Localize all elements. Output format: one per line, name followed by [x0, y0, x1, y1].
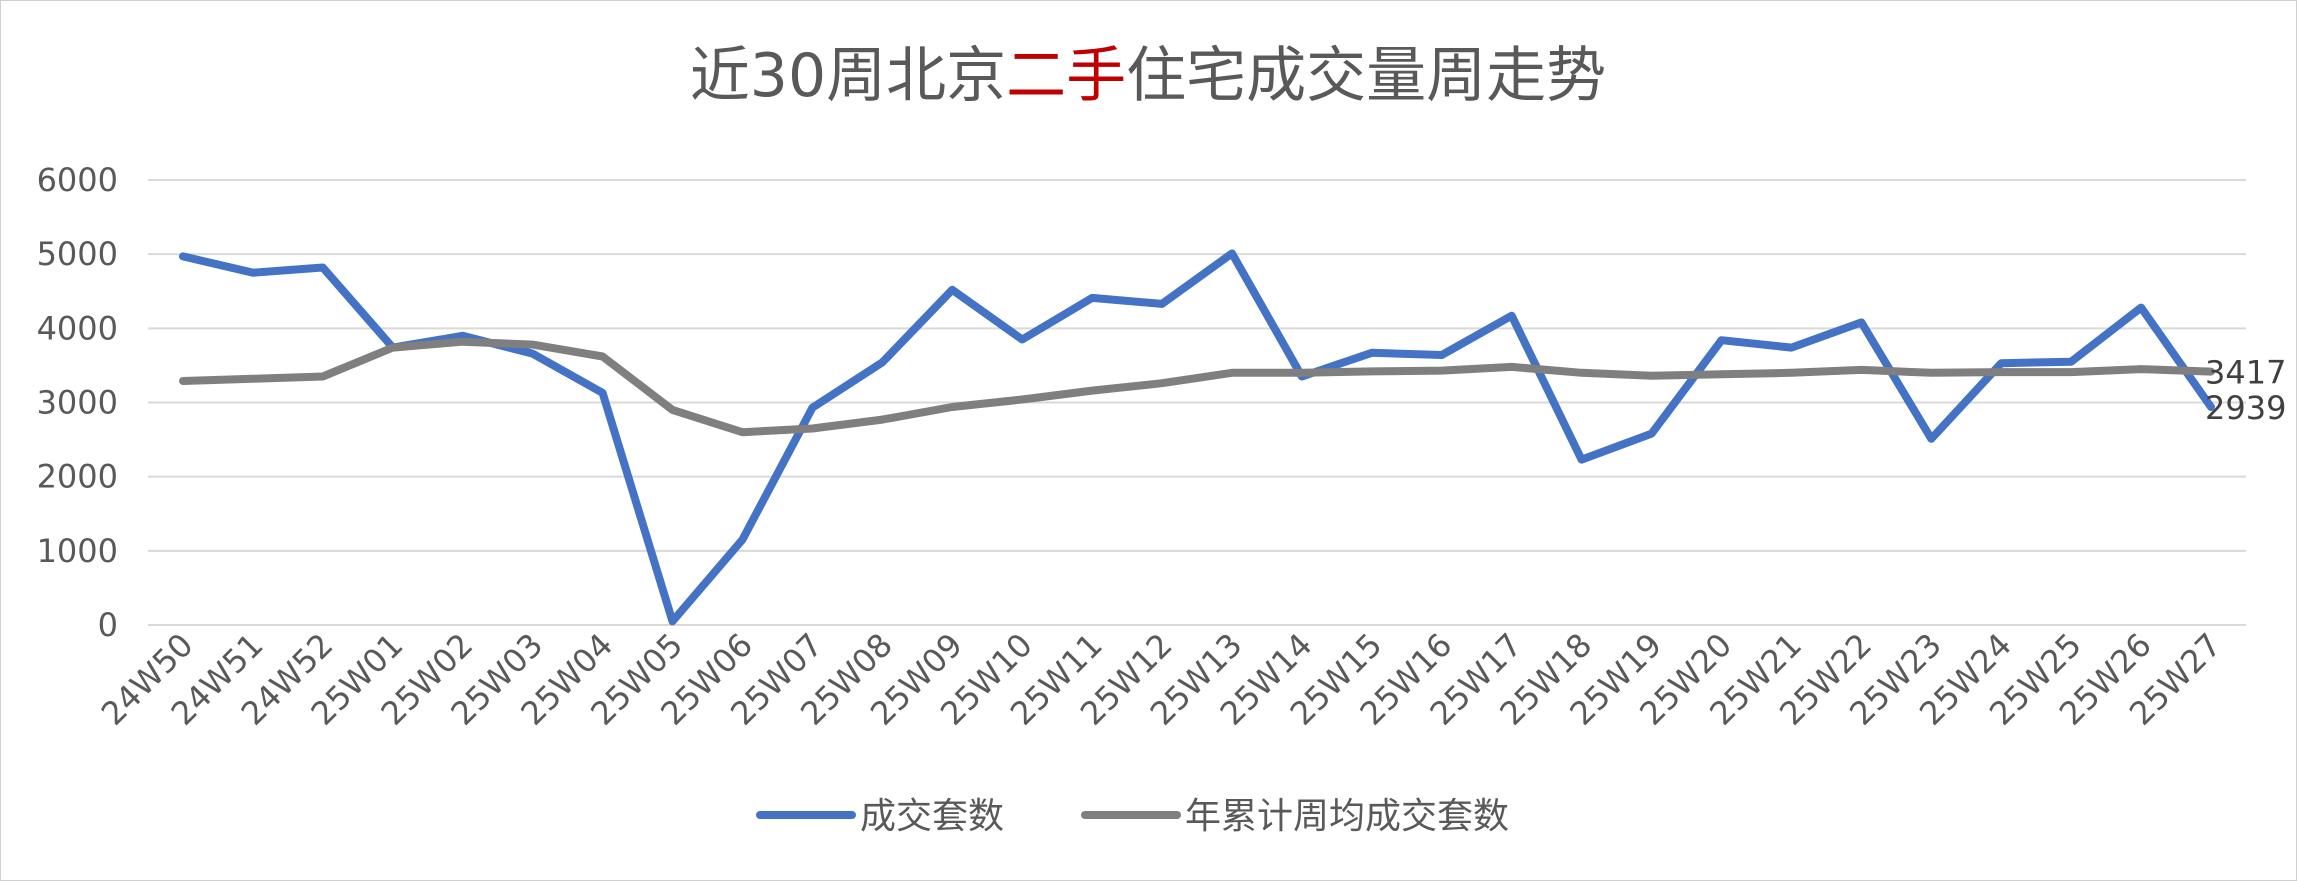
y-tick-label: 3000	[37, 384, 118, 422]
data-label-last: 3417	[2205, 354, 2286, 392]
data-point	[1930, 372, 1932, 374]
data-point	[881, 419, 883, 421]
data-point	[1231, 372, 1233, 374]
data-point	[1161, 303, 1163, 305]
data-point	[1721, 373, 1723, 375]
series-line-1	[179, 249, 2215, 626]
data-point	[881, 361, 883, 363]
data-point	[322, 376, 324, 378]
y-axis-ticks: 0 1000 2000 3000 4000 5000 6000	[37, 161, 118, 644]
data-point	[1651, 433, 1653, 435]
legend-label-2: 年累计周均成交套数	[1185, 796, 1509, 837]
data-point	[1371, 370, 1373, 372]
data-point	[1021, 338, 1023, 340]
chart-title-part-3: 住宅成交量周走势	[1126, 41, 1606, 111]
data-point	[2000, 362, 2002, 364]
data-point	[1651, 375, 1653, 377]
data-point	[602, 392, 604, 394]
data-point	[1511, 366, 1513, 368]
data-point	[1790, 372, 1792, 374]
data-point	[1441, 354, 1443, 356]
data-point	[322, 267, 324, 269]
data-point	[951, 406, 953, 408]
grid-layer	[148, 179, 2246, 626]
data-point	[252, 272, 254, 274]
data-point	[392, 347, 394, 349]
data-point	[2140, 307, 2142, 309]
data-point	[2070, 371, 2072, 373]
data-point	[1511, 315, 1513, 317]
data-point	[1231, 252, 1233, 254]
data-point	[1581, 459, 1583, 461]
data-point	[672, 409, 674, 411]
series-layer	[179, 249, 2215, 626]
data-point	[2070, 361, 2072, 363]
data-point	[2140, 368, 2142, 370]
data-point	[741, 431, 743, 433]
data-point	[811, 427, 813, 429]
data-point	[1860, 369, 1862, 371]
data-point	[1091, 390, 1093, 392]
data-label-last: 2939	[2205, 389, 2286, 427]
y-tick-label: 5000	[37, 235, 118, 273]
data-point	[532, 344, 534, 346]
legend: 成交套数 年累计周均成交套数	[756, 796, 1509, 837]
data-point	[1721, 339, 1723, 341]
series-line-2	[179, 337, 2215, 437]
data-point	[1091, 297, 1093, 299]
data-point	[182, 255, 184, 257]
y-tick-label: 1000	[37, 532, 118, 570]
y-tick-label: 4000	[37, 309, 118, 347]
legend-label-1: 成交套数	[860, 796, 1004, 837]
data-point	[1441, 370, 1443, 372]
data-point	[741, 539, 743, 541]
chart-title-part-1: 近30周北京	[690, 41, 1006, 111]
data-point	[811, 407, 813, 409]
data-point	[2000, 371, 2002, 373]
y-tick-label: 0	[98, 606, 118, 644]
data-point	[1161, 382, 1163, 384]
data-point	[1930, 438, 1932, 440]
data-point	[672, 620, 674, 622]
data-point	[951, 289, 953, 291]
data-point	[462, 341, 464, 343]
data-point	[252, 378, 254, 380]
chart-title: 近30周北京二手住宅成交量周走势	[690, 41, 1606, 111]
data-point	[532, 353, 534, 355]
x-axis-ticks: 24W5024W5124W5225W0125W0225W0325W0425W05…	[94, 626, 2229, 733]
y-tick-label: 2000	[37, 458, 118, 496]
data-point	[182, 380, 184, 382]
chart-title-part-2: 二手	[1006, 41, 1126, 111]
data-point	[1581, 372, 1583, 374]
data-point	[1371, 352, 1373, 354]
data-point	[1301, 372, 1303, 374]
data-point	[1790, 347, 1792, 349]
data-point	[602, 356, 604, 358]
data-point	[462, 335, 464, 337]
data-point	[1860, 321, 1862, 323]
data-point	[1021, 399, 1023, 401]
y-tick-label: 6000	[37, 161, 118, 199]
